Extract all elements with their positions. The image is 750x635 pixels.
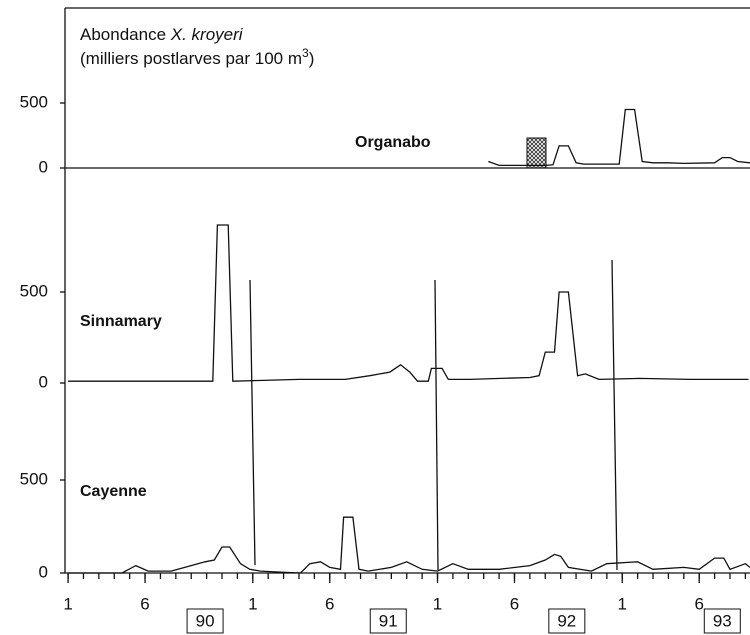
- y-tick-label: 0: [39, 562, 48, 581]
- chart-subtitle: (milliers postlarves par 100 m3): [80, 46, 314, 68]
- data-line: [488, 108, 750, 167]
- hatched-box: [526, 137, 547, 169]
- x-tick-label: 6: [510, 594, 519, 613]
- series-label: Sinnamary: [80, 313, 162, 330]
- year-separator: [249, 279, 256, 566]
- data-line: [68, 516, 750, 574]
- year-box: [369, 608, 407, 634]
- x-tick-label: 6: [325, 594, 334, 613]
- y-tick-label: 500: [20, 469, 48, 488]
- y-tick-label: 0: [39, 157, 48, 176]
- y-tick-label: 0: [39, 372, 48, 391]
- x-tick-label: 6: [694, 594, 703, 613]
- x-tick-label: 1: [433, 594, 442, 613]
- year-box: [703, 608, 741, 634]
- x-tick-label: 6: [140, 594, 149, 613]
- y-tick-label: 500: [20, 281, 48, 300]
- x-tick-label: 1: [248, 594, 257, 613]
- x-tick-label: 1: [618, 594, 627, 613]
- year-label: 92: [557, 611, 576, 630]
- year-box: [548, 608, 586, 634]
- x-tick-label: 1: [63, 594, 72, 613]
- year-box: [186, 608, 224, 634]
- year-separator: [611, 259, 618, 571]
- series-label: Cayenne: [80, 483, 147, 500]
- year-label: 90: [196, 611, 215, 630]
- y-tick-label: 500: [20, 92, 48, 111]
- year-label: 91: [379, 611, 398, 630]
- chart-title: Abondance X. kroyeri: [80, 25, 244, 44]
- year-label: 93: [713, 611, 732, 630]
- year-separator: [434, 279, 439, 571]
- series-label: Organabo: [355, 134, 431, 151]
- data-line: [68, 224, 749, 382]
